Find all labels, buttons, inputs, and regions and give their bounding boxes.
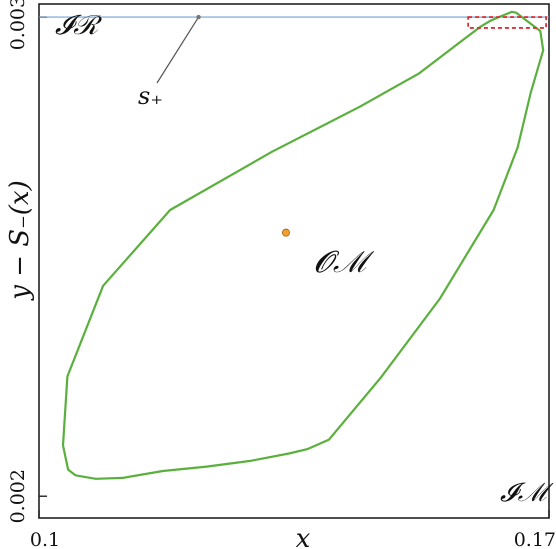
splus-pointer-dot [196,14,201,20]
equilibrium-label: 𝓞ℳ [314,245,375,280]
region-label-bottom-right: 𝓘ℳ [500,478,554,508]
x-tick-label-0: 0.1 [30,529,60,549]
highlight-box [467,16,547,29]
equilibrium-point [281,228,290,237]
x-axis-label: x [296,524,311,549]
y-tick-label-0: 0.0031 [7,0,29,50]
series-loop [61,10,545,480]
y-tick-label-1: 0.002 [7,469,29,523]
plot-frame [38,3,550,519]
region-label-top-left: 𝓘ℛ [55,10,102,41]
x-tick-label-1: 0.17 [514,529,556,549]
x-tick-marks [38,510,550,518]
y-tick-marks [39,16,47,497]
splus-label: s₊ [138,82,163,110]
splus-pointer [156,16,200,84]
y-axis-label: y − S₋(x) [5,180,35,301]
